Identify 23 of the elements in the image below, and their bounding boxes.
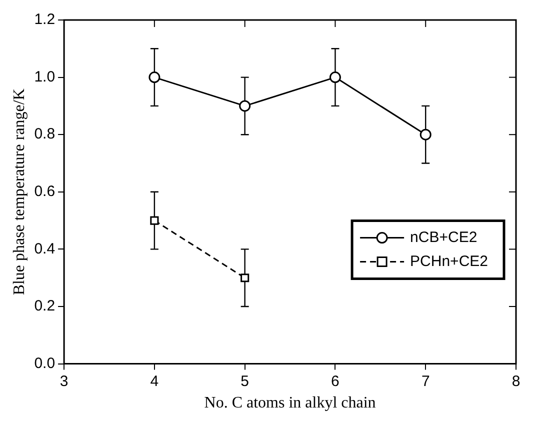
point [150,216,159,225]
legend-label: PCHn+CE2 [410,252,488,270]
point [329,72,341,84]
point [420,128,432,140]
y-tick-label: 1.0 [34,68,56,86]
y-axis-title: Blue phase temperature range/K [10,88,28,296]
y-tick-label: 0.0 [34,354,56,372]
x-tick-label: 8 [512,372,520,390]
y-tick-label: 0.4 [34,240,56,258]
x-tick-label: 7 [421,372,430,390]
y-tick-label: 0.6 [34,183,56,200]
legend-label: nCB+CE2 [410,228,478,246]
point [148,72,160,84]
x-tick-label: 6 [331,372,340,390]
point [239,100,251,112]
y-tick-label: 1.2 [34,11,56,28]
x-tick-label: 5 [240,372,250,390]
y-tick-label: 0.8 [34,126,56,143]
point [240,274,250,282]
y-tick-label: 0.2 [34,298,56,315]
x-tick-label: 3 [60,372,68,390]
x-tick-label: 4 [150,372,159,390]
x-axis-title: No. C atoms in alkyl chain [204,394,376,412]
